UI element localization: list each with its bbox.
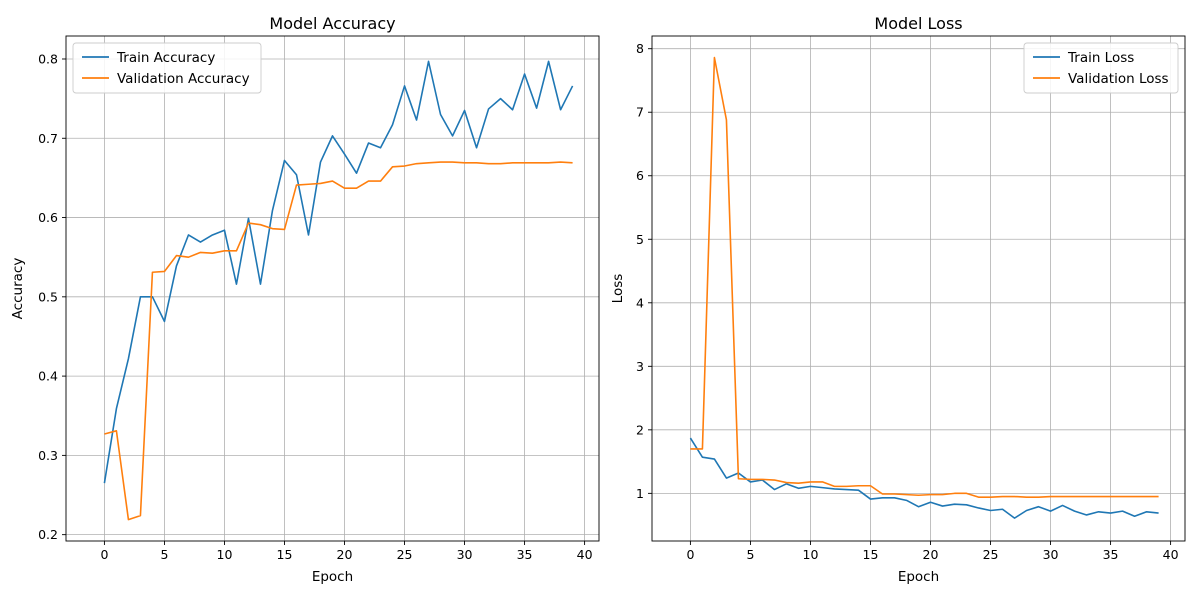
- y-tick-label: 0.4: [38, 369, 58, 384]
- y-tick-label: 0.2: [38, 527, 58, 542]
- series-line: [689, 437, 1159, 519]
- x-tick-label: 20: [337, 547, 353, 562]
- legend-label: Train Loss: [1067, 50, 1134, 66]
- y-tick-label: 2: [636, 422, 644, 437]
- y-axis-label: Accuracy: [10, 258, 26, 320]
- x-tick-label: 10: [217, 547, 233, 562]
- x-tick-label: 30: [457, 547, 473, 562]
- grid: [66, 36, 599, 541]
- y-tick-label: 0.7: [38, 131, 58, 146]
- legend: Train Accuracy Validation Accuracy: [72, 42, 262, 94]
- x-tick-label: 0: [100, 547, 108, 562]
- legend-label: Train Accuracy: [116, 50, 215, 66]
- y-tick-label: 0.3: [38, 448, 58, 463]
- y-tick-label: 3: [636, 359, 644, 374]
- x-tick-label: 20: [923, 547, 939, 562]
- legend-box: [1023, 42, 1179, 94]
- x-axis-label: Epoch: [312, 569, 353, 585]
- accuracy-chart-panel: Model Accuracy Epoch Accuracy 0 5 10 15 20 25…: [10, 14, 600, 585]
- x-tick-label: 15: [277, 547, 293, 562]
- x-tick-label: 10: [803, 547, 819, 562]
- chart-title: Model Accuracy: [269, 14, 395, 33]
- plot-frame: [65, 35, 600, 542]
- legend-label: Validation Accuracy: [117, 71, 250, 87]
- x-tick-label: 5: [160, 547, 168, 562]
- series-group: [689, 56, 1159, 519]
- series-line: [103, 60, 574, 484]
- x-tick-label: 5: [746, 547, 754, 562]
- series-group: [103, 60, 574, 521]
- legend-label: Validation Loss: [1068, 71, 1169, 87]
- y-tick-label: 7: [636, 105, 644, 120]
- y-tick-label: 4: [636, 295, 644, 310]
- x-tick-label: 40: [1163, 547, 1179, 562]
- y-axis-label: Loss: [610, 274, 626, 304]
- loss-chart-panel: Model Loss Epoch Loss 0 5 10 15 20 25 30 35 4012…: [610, 14, 1186, 585]
- x-axis-label: Epoch: [898, 569, 939, 585]
- plot-frame: [651, 35, 1186, 542]
- x-tick-label: 15: [863, 547, 879, 562]
- x-tick-label: 35: [517, 547, 533, 562]
- legend-box: [72, 42, 262, 94]
- x-tick-label: 40: [577, 547, 593, 562]
- x-tick-label: 25: [397, 547, 413, 562]
- y-tick-label: 0.6: [38, 210, 58, 225]
- legend: Train Loss Validation Loss: [1023, 42, 1179, 94]
- x-tick-label: 30: [1043, 547, 1059, 562]
- y-tick-label: 5: [636, 232, 644, 247]
- y-tick-label: 0.8: [38, 51, 58, 66]
- y-tick-label: 1: [636, 486, 644, 501]
- x-tick-label: 25: [983, 547, 999, 562]
- series-line: [690, 56, 1159, 498]
- y-tick-label: 8: [636, 41, 644, 56]
- series-line: [104, 161, 573, 521]
- x-tick-label: 0: [686, 547, 694, 562]
- x-tick-label: 35: [1103, 547, 1119, 562]
- y-tick-label: 6: [636, 168, 644, 183]
- y-tick-label: 0.5: [38, 289, 58, 304]
- grid: [652, 36, 1185, 541]
- chart-title: Model Loss: [874, 14, 962, 33]
